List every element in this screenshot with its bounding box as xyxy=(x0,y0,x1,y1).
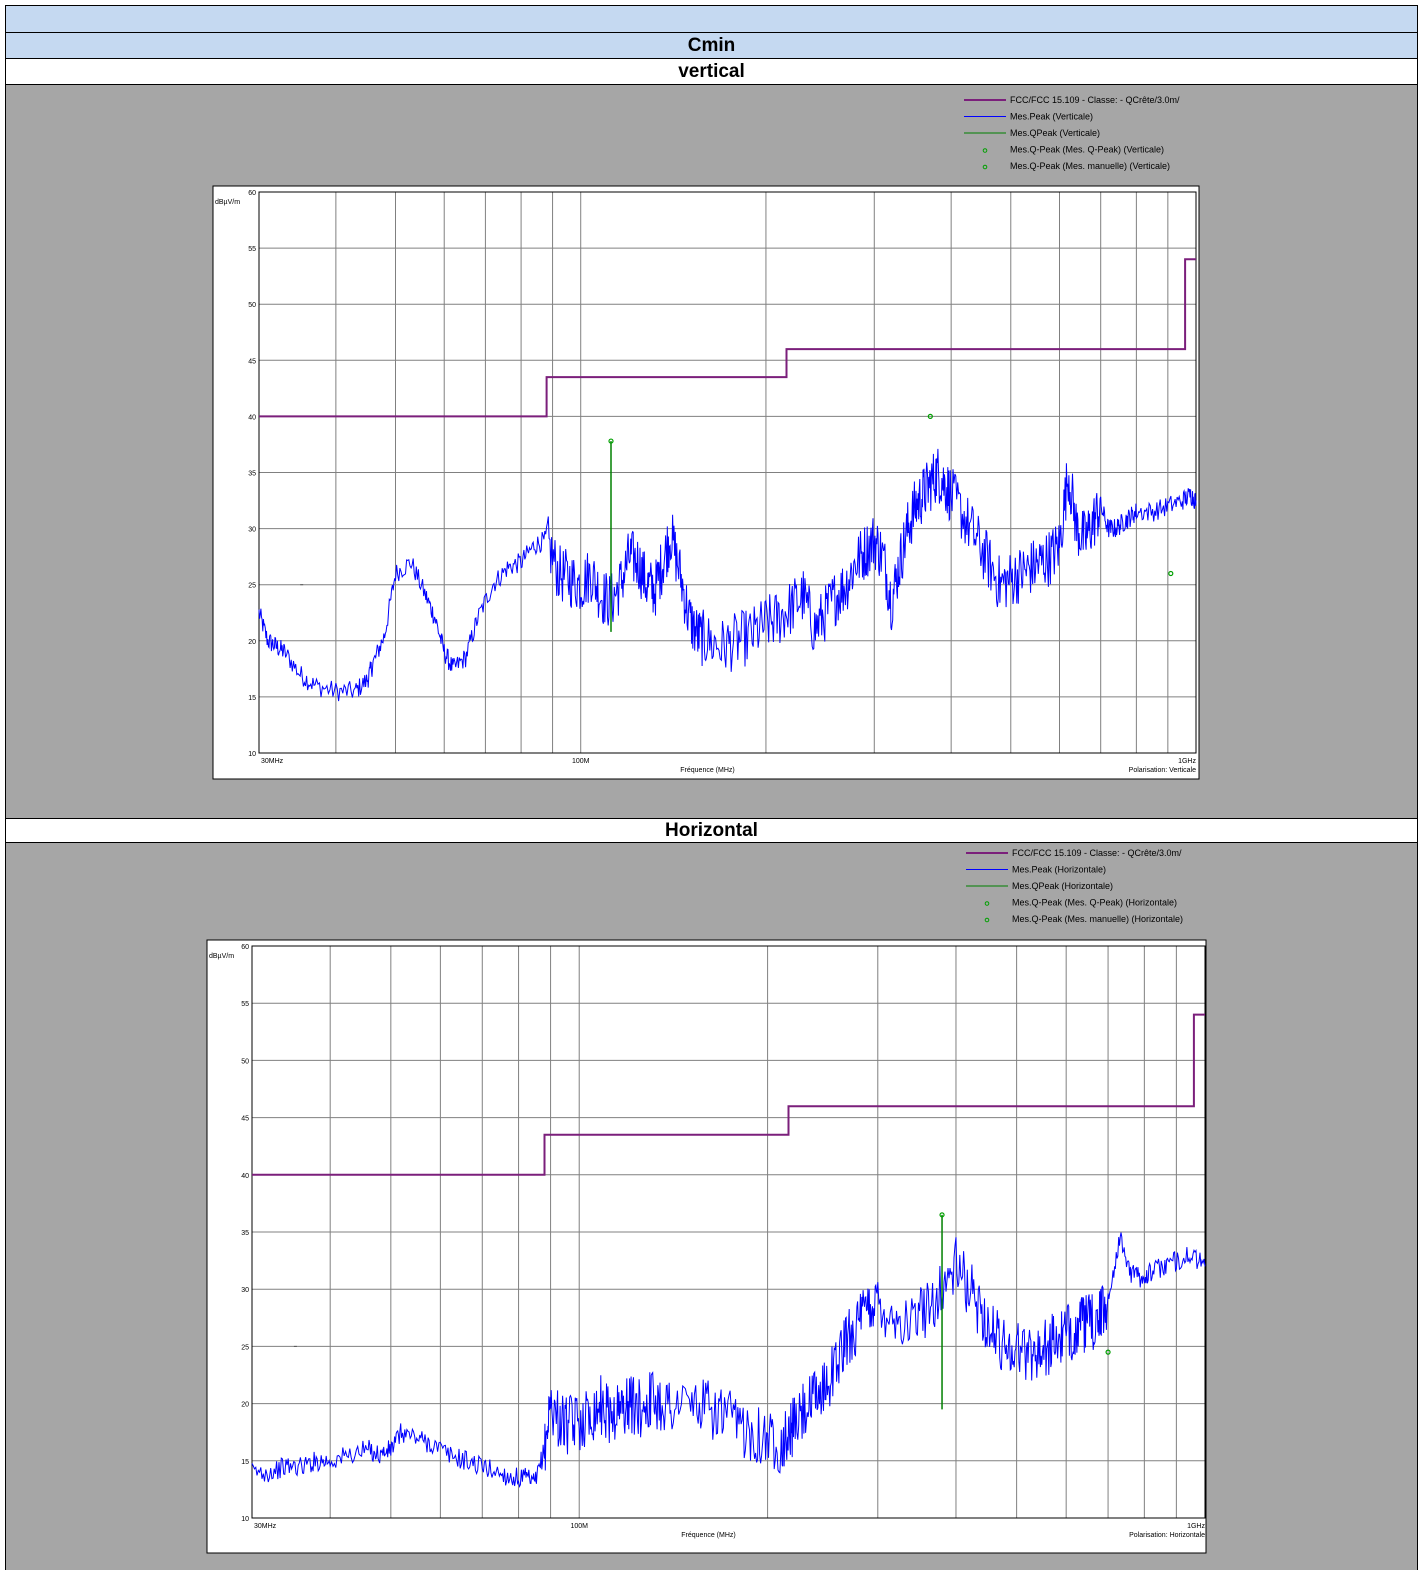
polarisation-label: Polarisation: Horizontale xyxy=(1129,1532,1205,1539)
x-tick-label: 30MHz xyxy=(254,1523,277,1530)
y-axis-label: dBµV/m xyxy=(209,953,234,960)
legend-swatch-marker xyxy=(984,917,990,923)
polarisation-label: Polarisation: Verticale xyxy=(1129,767,1196,774)
legend-swatch-marker xyxy=(982,148,988,153)
x-tick-label: 30MHz xyxy=(261,758,284,765)
legend-entry: FCC/FCC 15.109 - Classe: - QCrête/3.0m/ xyxy=(1012,848,1182,858)
report-sheet: Cmin vertical 10 15 20 25 30 35 40 45 50 55 60 dBµV… xyxy=(5,5,1418,1570)
y-tick-label: 35 xyxy=(248,471,256,478)
legend-entry: Mes.Peak (Verticale) xyxy=(1010,112,1093,122)
y-tick-label: 30 xyxy=(241,1287,249,1294)
y-tick-label: 20 xyxy=(241,1402,249,1409)
qpeak-marker xyxy=(939,1212,945,1218)
qpeak-marker xyxy=(927,413,933,419)
x-tick-label: 100M xyxy=(572,758,590,765)
y-tick-label: 35 xyxy=(241,1230,249,1237)
section-title-vertical: vertical xyxy=(6,59,1417,85)
qpeak-marker xyxy=(1168,570,1174,577)
y-tick-label: 55 xyxy=(241,1001,249,1008)
y-tick-label: 60 xyxy=(248,190,256,197)
legend-swatch-marker xyxy=(984,901,990,906)
report-title: Cmin xyxy=(6,33,1417,59)
y-tick-label: 30 xyxy=(248,527,256,534)
legend-entry: Mes.Peak (Horizontale) xyxy=(1012,865,1106,875)
y-axis-label: dBµV/m xyxy=(215,199,240,206)
y-tick-label: 50 xyxy=(241,1058,249,1065)
chart-panel-horizontal: 10 15 20 25 30 35 40 45 50 55 60 dBµV/m 30MHz 100M 1GH… xyxy=(6,843,1417,1570)
chart-frame xyxy=(212,185,1200,780)
y-tick-label: 15 xyxy=(241,1459,249,1466)
section-title-horizontal: Horizontal xyxy=(6,818,1417,843)
limit-line xyxy=(252,1013,1205,1176)
legend-entry: Mes.QPeak (Verticale) xyxy=(1010,128,1100,138)
x-axis-label: Fréquence (MHz) xyxy=(681,1532,735,1539)
chart-horizontal: 10 15 20 25 30 35 40 45 50 55 60 dBµV/m 30MHz 100M 1GH… xyxy=(206,848,1207,1554)
legend-swatch-marker xyxy=(982,164,988,170)
x-axis-label: Fréquence (MHz) xyxy=(680,767,734,774)
legend-entry: Mes.Q-Peak (Mes. manuelle) (Verticale) xyxy=(1010,161,1170,171)
header-blank-band xyxy=(6,6,1417,33)
y-tick-label: 40 xyxy=(241,1173,249,1180)
y-tick-label: 10 xyxy=(248,751,256,758)
y-tick-label: 10 xyxy=(241,1516,249,1523)
x-tick-label: 1GHz xyxy=(1178,758,1196,765)
plot-area xyxy=(258,191,1197,754)
legend-entry: Mes.QPeak (Horizontale) xyxy=(1012,881,1113,891)
legend-entry: FCC/FCC 15.109 - Classe: - QCrête/3.0m/ xyxy=(1010,95,1180,105)
y-tick-label: 20 xyxy=(248,639,256,646)
chart-panel-vertical: 10 15 20 25 30 35 40 45 50 55 60 dBµV/m 30MHz 100M 1GH… xyxy=(6,85,1417,818)
chart-vertical: 10 15 20 25 30 35 40 45 50 55 60 dBµV/m 30MHz 100M 1GH… xyxy=(212,95,1200,780)
y-tick-label: 15 xyxy=(248,695,256,702)
qpeak-marker xyxy=(608,438,614,444)
plot-area xyxy=(251,945,1206,1519)
y-tick-label: 55 xyxy=(248,246,256,253)
x-tick-label: 100M xyxy=(570,1523,588,1530)
peak-series-line xyxy=(251,1232,1206,1489)
y-tick-label: 50 xyxy=(248,302,256,309)
legend-entry: Mes.Q-Peak (Mes. Q-Peak) (Verticale) xyxy=(1010,145,1164,155)
x-tick-label: 1GHz xyxy=(1187,1523,1205,1530)
y-tick-label: 60 xyxy=(241,944,249,951)
y-tick-label: 45 xyxy=(241,1116,249,1123)
qpeak-marker xyxy=(1105,1349,1111,1355)
y-tick-label: 40 xyxy=(248,414,256,421)
y-tick-label: 45 xyxy=(248,358,256,365)
peak-series-line xyxy=(258,448,1197,702)
y-tick-label: 25 xyxy=(248,583,256,590)
chart-frame xyxy=(206,939,1207,1554)
limit-line xyxy=(259,258,1196,418)
legend-entry: Mes.Q-Peak (Mes. manuelle) (Horizontale) xyxy=(1012,914,1183,924)
legend-entry: Mes.Q-Peak (Mes. Q-Peak) (Horizontale) xyxy=(1012,898,1177,908)
y-tick-label: 25 xyxy=(241,1344,249,1351)
